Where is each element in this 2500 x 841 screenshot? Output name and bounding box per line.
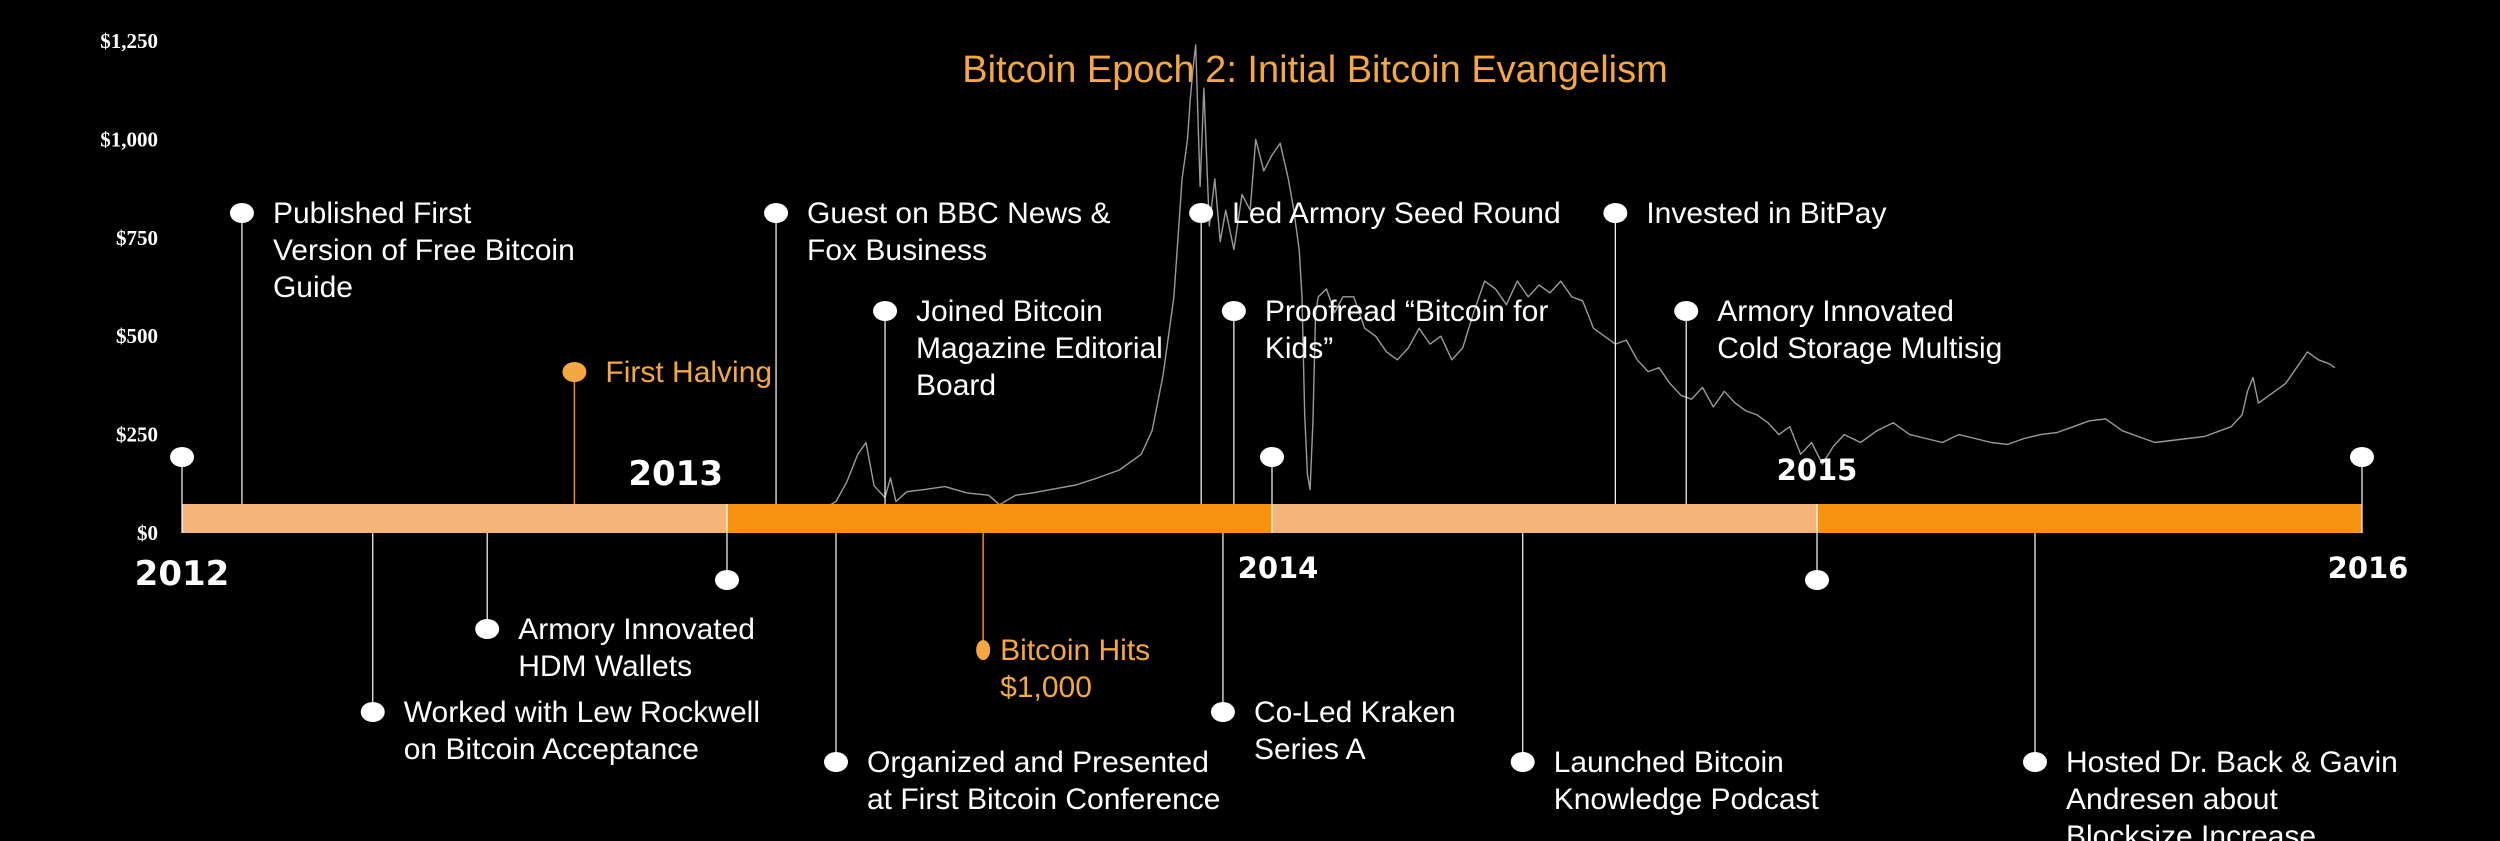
event-dot (1603, 203, 1628, 223)
year-label: 2014 (1238, 551, 1319, 585)
event-dot (475, 619, 500, 639)
year-label: 2013 (628, 454, 723, 494)
event-label: Board (916, 369, 996, 402)
event-label: on Bitcoin Acceptance (404, 733, 699, 766)
price-line-layer (726, 44, 2336, 529)
event-label: Andresen about (2066, 783, 2278, 816)
timeline-bar (181, 504, 2363, 533)
event-label: Hosted Dr. Back & Gavin (2066, 746, 2398, 779)
year-label: 2012 (135, 554, 230, 594)
timeline-segment (1817, 504, 2362, 533)
event-label: Invested in BitPay (1646, 197, 1886, 230)
event-label: Launched Bitcoin (1554, 746, 1784, 779)
year-label: 2016 (2328, 551, 2409, 585)
event-label: Armory Innovated (1717, 295, 1954, 328)
y-tick-label: $1,250 (100, 29, 158, 53)
event-label: Organized and Presented (867, 746, 1209, 779)
year-marker-dot (1260, 447, 1284, 467)
y-axis-ticks: $1,250 $1,000 $750 $500 $250 $0 (100, 29, 158, 545)
event-dot (1674, 301, 1699, 321)
event-label: Magazine Editorial (916, 332, 1163, 365)
event-dot (360, 702, 385, 722)
timeline-segment (727, 504, 1272, 533)
y-tick-label: $500 (116, 324, 158, 348)
event-label: Blocksize Increase (2066, 820, 2316, 841)
event-label: Kids” (1265, 332, 1333, 365)
event-dot (976, 640, 991, 660)
event-dot (1221, 301, 1246, 321)
event-label: Knowledge Podcast (1554, 783, 1820, 816)
year-marker-dot (1805, 570, 1829, 590)
event-label: Cold Storage Multisig (1717, 332, 2002, 365)
event-label: First Halving (605, 356, 772, 389)
year-labels: 2012 2013 2014 2015 2016 (135, 447, 2409, 594)
year-marker-dot (715, 570, 739, 590)
event-label: $1,000 (1000, 671, 1092, 704)
event-dot (1510, 752, 1535, 772)
event-label: Fox Business (807, 234, 987, 267)
event-label: Worked with Lew Rockwell (404, 696, 760, 729)
event-label: at First Bitcoin Conference (867, 783, 1220, 816)
event-dot (873, 301, 898, 321)
price-series-line (726, 44, 2336, 529)
event-label: Co-Led Kraken (1254, 696, 1456, 729)
event-dot (2023, 752, 2047, 772)
event-dot (1189, 203, 1214, 223)
event-label: Led Armory Seed Round (1232, 197, 1561, 230)
year-marker-dot (170, 447, 194, 467)
event-label: Guest on BBC News & (807, 197, 1110, 230)
y-tick-label: $250 (116, 423, 158, 447)
y-tick-label: $750 (116, 226, 158, 250)
event-label: Joined Bitcoin (916, 295, 1103, 328)
event-dot (824, 752, 848, 772)
event-label: HDM Wallets (518, 650, 692, 683)
event-label: Published First (273, 197, 472, 230)
chart-title: Bitcoin Epoch 2: Initial Bitcoin Evangel… (962, 49, 1667, 91)
event-label: Proofread “Bitcoin for (1265, 295, 1548, 328)
event-label: Armory Innovated (518, 613, 755, 646)
event-label: Guide (273, 271, 353, 304)
event-dot (1210, 702, 1235, 722)
event-label: Bitcoin Hits (1000, 634, 1150, 667)
event-dot (764, 203, 789, 223)
year-marker-dot (2350, 447, 2374, 467)
timeline-segment (182, 504, 727, 533)
event-dot (229, 203, 254, 223)
year-label: 2015 (1777, 453, 1858, 487)
y-tick-label: $0 (137, 521, 158, 545)
y-tick-label: $1,000 (100, 127, 158, 151)
event-dot (562, 362, 587, 382)
event-label: Series A (1254, 733, 1366, 766)
timeline-segment (1272, 504, 1817, 533)
event-label: Version of Free Bitcoin (273, 234, 575, 267)
event-markers: Published First Version of Free Bitcoin Gu… (229, 197, 2398, 841)
